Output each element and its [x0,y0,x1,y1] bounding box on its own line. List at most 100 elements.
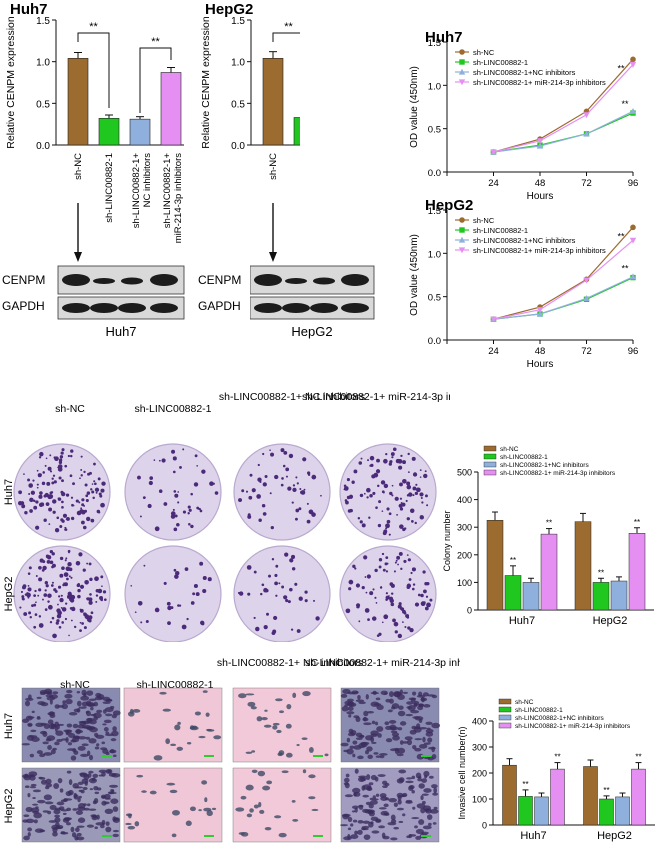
invaded-cell [272,725,278,730]
invaded-cell [206,810,213,817]
colony [251,488,256,493]
invaded-cell [105,731,110,735]
legend-label: sh-LINC00882-1+ miR-214-3p inhibitors [473,246,606,255]
colony [49,560,54,565]
invaded-cell [25,818,35,824]
invaded-cell [353,745,362,750]
colony [199,509,203,513]
x-tick-label-line: miR-214-3p inhibitors [173,153,184,244]
invaded-cell [344,777,350,783]
invaded-cell [52,831,58,837]
colony [26,592,31,598]
colony [187,505,191,509]
invaded-cell [421,800,426,805]
colony [51,481,55,485]
invaded-cell [431,722,441,729]
legend-label: sh-NC [473,48,495,57]
colony [420,593,424,598]
invaded-cell [347,827,352,831]
invaded-cell [342,688,351,694]
colony [84,580,89,585]
colony [64,528,68,531]
invaded-cell [94,696,104,701]
colony [45,554,50,559]
colony [414,602,420,607]
colony [192,592,196,596]
series-line [493,110,634,153]
invaded-cell [378,807,387,810]
y-tick-label: 1.0 [231,58,245,69]
colony [343,488,346,491]
colony [391,494,394,497]
invaded-cell [32,796,36,799]
blot-band [313,277,335,285]
significance-mark: ** [617,231,625,241]
blot-caption-huh7: Huh7 [105,324,136,339]
colony [358,461,363,465]
invaded-cell [353,792,357,797]
colony [86,491,91,495]
colony [348,579,354,585]
colony [167,621,171,625]
colony [85,498,89,503]
invaded-cell [56,724,60,730]
invasion-col-head: sh-LINC00882-1+ NC inhibitors [217,657,363,669]
legend-label: sh-LINC00882-1 [515,707,563,714]
colony [375,506,378,510]
invaded-cell [390,837,398,841]
blot-band [121,277,143,285]
invaded-cell [247,701,256,707]
invaded-cell [31,710,35,714]
invaded-cell [402,792,408,797]
colony [57,497,60,500]
invasion-row-label-huh7: Huh7 [3,713,15,739]
colony [348,587,352,591]
colony [27,572,31,575]
x-tick-label: sh-NC [73,153,84,180]
colony [177,604,180,607]
colony [343,484,347,487]
colony [90,611,94,615]
invaded-cell [354,768,359,774]
colony [52,499,57,504]
colony-formation-panel: sh-NC sh-LINC00882-1 sh-LINC00882-1+ NC … [0,382,488,643]
data-point [630,224,636,231]
colony [45,584,49,588]
invaded-cell [278,750,285,756]
data-point [459,59,465,65]
data-point [629,61,637,68]
colony [45,457,48,460]
invaded-cell [396,792,404,798]
colony [182,510,187,514]
colony [39,558,44,563]
invaded-cell [49,699,53,705]
significance-mark: ** [635,753,641,762]
bar [628,533,646,611]
invaded-cell [81,689,87,696]
colony [253,616,256,620]
colony [38,615,42,618]
x-tick-label: 48 [535,346,546,357]
colony [262,512,267,516]
invaded-cell [358,805,364,810]
invaded-cell [362,820,371,824]
y-tick-label: 1.0 [428,81,441,92]
invaded-cell [79,772,86,776]
colony [296,482,299,485]
invaded-cell [36,696,42,700]
invaded-cell [433,787,438,794]
colony [36,486,39,489]
colony [33,499,36,503]
colony [245,490,249,493]
invaded-cell [426,727,431,730]
culture-dish [124,443,222,541]
colony [80,455,83,458]
colony [58,595,61,598]
colony [256,494,261,499]
x-tick-label: 48 [535,178,546,189]
colony [65,566,71,572]
colony [269,449,271,451]
chart-title: HepG2 [425,197,473,214]
invaded-cell [76,832,82,837]
invaded-cell [76,700,82,707]
